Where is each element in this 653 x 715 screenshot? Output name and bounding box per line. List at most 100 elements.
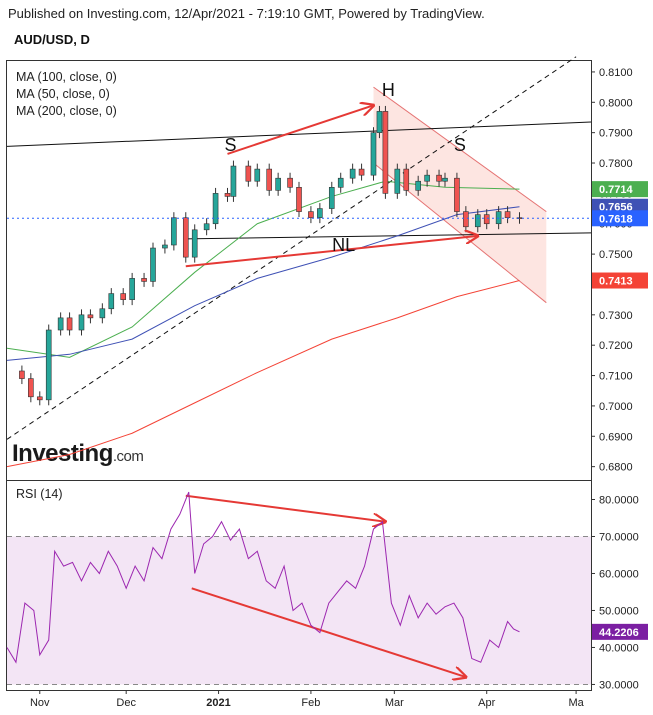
candle-body bbox=[415, 180, 421, 191]
rsi-badge bbox=[592, 623, 648, 640]
candle-body bbox=[19, 370, 25, 379]
price-tick-label: 0.6900 bbox=[599, 431, 633, 443]
rsi-arrow-0 bbox=[185, 494, 386, 522]
price-badge bbox=[592, 272, 648, 289]
candle-body bbox=[394, 168, 401, 194]
x-tick-label: Nov bbox=[30, 697, 50, 709]
rsi-line bbox=[6, 491, 520, 664]
rsi-badge-label: 44.2206 bbox=[599, 627, 639, 639]
price-tick-label: 0.7300 bbox=[599, 310, 633, 322]
trendline-2 bbox=[6, 56, 577, 440]
trendline-1 bbox=[185, 232, 592, 240]
candle-body bbox=[150, 247, 156, 282]
price-tick-label: 0.7900 bbox=[599, 128, 633, 140]
rsi-pane-frame bbox=[6, 480, 592, 691]
candle-body bbox=[337, 177, 344, 188]
x-tick-label: Ma bbox=[568, 697, 584, 709]
price-tick-label: 0.7100 bbox=[599, 371, 633, 383]
candle-body bbox=[495, 211, 502, 225]
candle-body bbox=[358, 168, 365, 176]
legend-ma200[interactable]: MA (200, close, 0) bbox=[16, 104, 117, 118]
candle-body bbox=[296, 187, 302, 212]
candle-body bbox=[87, 314, 94, 319]
rsi-tick-label: 40.0000 bbox=[599, 642, 639, 654]
candle-body bbox=[483, 214, 490, 225]
price-tick-label: 0.7800 bbox=[599, 158, 633, 170]
x-tick-label: Feb bbox=[301, 697, 320, 709]
price-tick-label: 0.8100 bbox=[599, 67, 633, 79]
rsi-pane bbox=[6, 491, 591, 685]
candle-body bbox=[328, 187, 335, 209]
candle-body bbox=[182, 217, 189, 258]
rsi-tick-label: 70.0000 bbox=[599, 531, 639, 543]
candle-body bbox=[275, 177, 281, 191]
legend-ma50[interactable]: MA (50, close, 0) bbox=[16, 87, 110, 101]
ma-line-1 bbox=[6, 206, 520, 361]
price-pane: S H S NL bbox=[6, 56, 592, 468]
candle-body bbox=[36, 396, 43, 401]
candle-body bbox=[382, 111, 389, 194]
legend-rsi[interactable]: RSI (14) bbox=[16, 487, 63, 501]
candle-body bbox=[287, 177, 293, 188]
investing-logo: Investing.com bbox=[12, 440, 144, 468]
candle-body bbox=[463, 211, 469, 228]
candle-body bbox=[28, 378, 34, 398]
candle-body bbox=[317, 208, 323, 218]
candle-body bbox=[454, 177, 460, 212]
price-pane-frame bbox=[6, 60, 592, 481]
candle-body bbox=[212, 193, 219, 225]
price-tick-label: 0.7200 bbox=[599, 340, 633, 352]
candle-body bbox=[66, 317, 73, 331]
x-tick-label: Apr bbox=[478, 697, 495, 709]
x-tick-label: Dec bbox=[116, 697, 136, 709]
rsi-band bbox=[7, 536, 591, 685]
ma-line-2 bbox=[6, 280, 520, 468]
price-tick-label: 0.7000 bbox=[599, 401, 633, 413]
candle-body bbox=[245, 165, 252, 182]
candle-body bbox=[99, 308, 106, 319]
price-badge-label: 0.7413 bbox=[599, 276, 633, 288]
candle-body bbox=[162, 244, 168, 249]
price-badge bbox=[592, 181, 648, 198]
ma-line-0 bbox=[6, 180, 520, 358]
pattern-label-s: S bbox=[454, 135, 466, 155]
price-badge-label: 0.7714 bbox=[599, 184, 634, 196]
price-badge bbox=[592, 210, 648, 227]
rsi-tick-label: 30.0000 bbox=[599, 679, 639, 691]
candle-body bbox=[474, 214, 481, 228]
rsi-tick-label: 60.0000 bbox=[599, 568, 639, 580]
published-header: Published on Investing.com, 12/Apr/2021 … bbox=[8, 6, 485, 21]
candle-body bbox=[171, 217, 177, 246]
price-tick-label: 0.7500 bbox=[599, 249, 633, 261]
x-tick-label: Mar bbox=[385, 697, 404, 709]
candle-body bbox=[376, 111, 383, 133]
rsi-tick-label: 80.0000 bbox=[599, 494, 639, 506]
x-tick-label: 2021 bbox=[206, 697, 230, 709]
candle-body bbox=[504, 211, 511, 218]
candle-body bbox=[516, 217, 523, 219]
pattern-label-h: H bbox=[382, 80, 395, 100]
descending-channel bbox=[373, 87, 547, 303]
candle-body bbox=[403, 168, 410, 191]
rsi-arrow-1 bbox=[191, 587, 466, 677]
channel-lower-line bbox=[373, 162, 547, 304]
candle-body bbox=[78, 314, 85, 331]
axes: 0.81000.80000.79000.78000.77000.76000.75… bbox=[30, 67, 648, 709]
candle-body bbox=[57, 317, 64, 331]
candle-body bbox=[442, 177, 448, 182]
candle-body bbox=[424, 174, 430, 182]
candle-body bbox=[308, 211, 314, 218]
candle-body bbox=[230, 165, 237, 197]
candle-body bbox=[191, 229, 198, 258]
price-badge-label: 0.7618 bbox=[599, 213, 633, 225]
legend-ma100[interactable]: MA (100, close, 0) bbox=[16, 70, 117, 84]
candle-body bbox=[349, 168, 356, 179]
price-arrow-0 bbox=[227, 105, 373, 155]
candle-body bbox=[266, 168, 273, 191]
candle-body bbox=[436, 174, 442, 182]
candle-body bbox=[203, 223, 210, 231]
pattern-label-s: S bbox=[224, 135, 236, 155]
candle-body bbox=[141, 278, 147, 282]
trendline-0 bbox=[6, 121, 592, 147]
